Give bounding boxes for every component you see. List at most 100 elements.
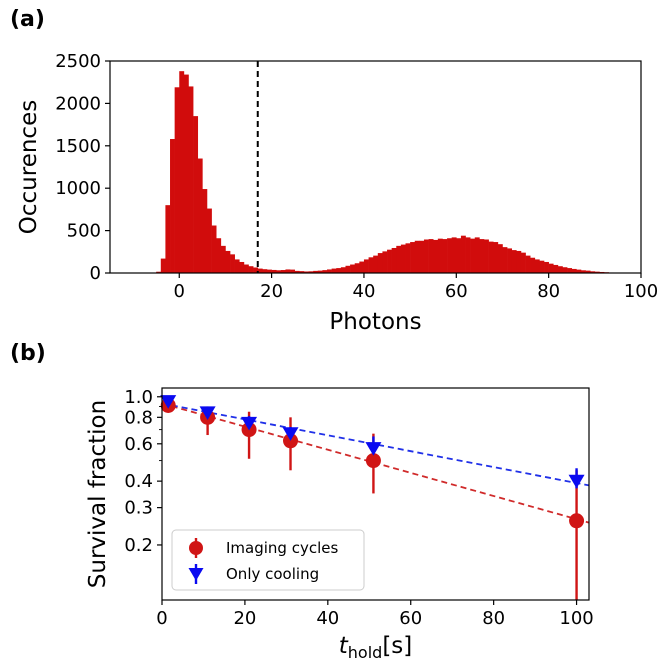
marker-cooling <box>282 427 299 441</box>
panel-b-label: (b) <box>10 341 46 366</box>
histogram-bar <box>216 238 222 273</box>
histogram-bar <box>507 248 513 273</box>
x-tick-label-a: 80 <box>537 281 560 302</box>
x-axis-ticks-b: 0 20 40 60 80 100 <box>156 600 594 629</box>
y-tick-label-a: 0 <box>90 263 101 284</box>
histogram-bar <box>539 260 545 273</box>
histogram-bar <box>391 247 397 273</box>
histogram-bar <box>308 271 314 273</box>
histogram-bar <box>234 259 240 273</box>
histogram-bar <box>322 270 328 273</box>
y-tick-label-b: 1.0 <box>124 387 153 408</box>
histogram-bar <box>460 235 466 273</box>
y-tick-label-a: 2500 <box>55 51 101 72</box>
marker-cooling <box>199 406 216 421</box>
y-tick-label-b: 0.6 <box>124 434 153 455</box>
legend-box <box>171 529 365 591</box>
histogram-bar <box>170 139 175 273</box>
histogram-bar <box>197 158 203 273</box>
histogram-bar <box>188 86 194 273</box>
x-tick-label-a: 40 <box>353 281 376 302</box>
histogram-bar <box>470 238 476 273</box>
y-tick-label-a: 2000 <box>55 93 101 114</box>
histogram-bar <box>405 243 411 273</box>
histogram-bar <box>520 252 526 273</box>
histogram-bar <box>590 271 596 273</box>
legend-marker-imaging <box>189 541 203 555</box>
histogram-bar <box>262 269 268 273</box>
histogram-bar <box>437 238 443 273</box>
histogram-bar <box>243 264 249 273</box>
y-axis-ticks-a: 0 500 1000 1500 2000 2500 <box>55 51 110 284</box>
legend: Imaging cycles Only cooling <box>171 529 365 591</box>
histogram-bar <box>363 259 369 273</box>
histogram-bar <box>465 237 471 273</box>
y-tick-label-a: 1000 <box>55 178 101 199</box>
legend-marker-cooling <box>188 568 204 581</box>
histogram-bar <box>414 240 420 273</box>
histogram-bar <box>511 250 517 273</box>
histogram-bar <box>484 239 489 273</box>
histogram-bar <box>474 237 480 273</box>
histogram-bar <box>230 254 235 273</box>
histogram-bar <box>400 244 406 273</box>
histogram-bar <box>211 225 217 273</box>
histogram-bar <box>585 270 591 273</box>
y-tick-label-b: 0.8 <box>124 407 153 428</box>
histogram-bar <box>294 270 300 273</box>
histogram-bar <box>354 263 360 273</box>
histogram-bar <box>340 267 346 273</box>
histogram-bar <box>525 255 531 273</box>
histogram-bar <box>447 238 452 273</box>
histogram-bar <box>327 269 332 273</box>
histogram-bar <box>488 241 494 273</box>
histogram-bar <box>423 239 429 273</box>
histogram-bar <box>285 269 291 273</box>
histogram-bar <box>516 250 522 273</box>
histogram-bar <box>359 261 365 273</box>
histogram-bar <box>382 251 388 273</box>
histogram-bar <box>179 71 185 274</box>
x-axis-label-b-main: t <box>339 633 349 659</box>
y-tick-label-b: 0.4 <box>124 471 153 492</box>
histogram-bar <box>350 264 356 273</box>
histogram-bar <box>534 259 540 273</box>
marker-imaging <box>365 453 381 469</box>
histogram-bar <box>280 270 286 273</box>
histogram-bar <box>345 265 351 273</box>
legend-label: Imaging cycles <box>226 539 338 557</box>
x-tick-label-b: 40 <box>316 608 339 629</box>
histogram-bar <box>183 74 189 274</box>
plot-frame-b <box>161 387 590 601</box>
x-tick-label-a: 0 <box>174 281 185 302</box>
histogram-bar <box>479 239 485 273</box>
histogram-bar <box>299 271 305 273</box>
y-tick-label-b: 0.2 <box>124 535 153 556</box>
histogram-bar <box>553 264 559 273</box>
x-tick-label-b: 60 <box>399 608 422 629</box>
x-axis-label-b-unit: [s] <box>382 633 412 659</box>
histogram-bar <box>580 270 586 273</box>
histogram-bar <box>313 270 319 273</box>
histogram-bar <box>165 205 171 273</box>
histogram-bar <box>493 242 499 273</box>
x-tick-label-b: 20 <box>233 608 256 629</box>
panel-b-survival: 0 20 40 60 80 100 0.2 0.3 0.4 0.6 0.81.0 thold[s]… <box>85 387 594 661</box>
histogram-bar <box>544 261 549 273</box>
x-axis-ticks-a: 0 20 40 60 80 100 <box>174 273 658 302</box>
histogram-bar <box>502 247 508 273</box>
histogram-bar <box>248 266 254 273</box>
x-axis-label-b: thold[s] <box>339 633 413 661</box>
histogram-bar <box>156 271 162 273</box>
legend-items: Imaging cycles Only cooling <box>188 538 338 584</box>
x-tick-label-a: 20 <box>260 281 283 302</box>
histogram-bar <box>456 238 462 273</box>
marker-imaging <box>569 513 585 529</box>
histogram-bar <box>576 269 582 273</box>
y-axis-ticks-b: 0.2 0.3 0.4 0.6 0.81.0 <box>124 387 162 556</box>
marker-cooling <box>365 442 382 456</box>
histogram-bar <box>317 270 323 273</box>
marker-cooling <box>241 416 258 431</box>
histogram-bar <box>253 267 259 273</box>
histogram-bar <box>290 269 295 273</box>
